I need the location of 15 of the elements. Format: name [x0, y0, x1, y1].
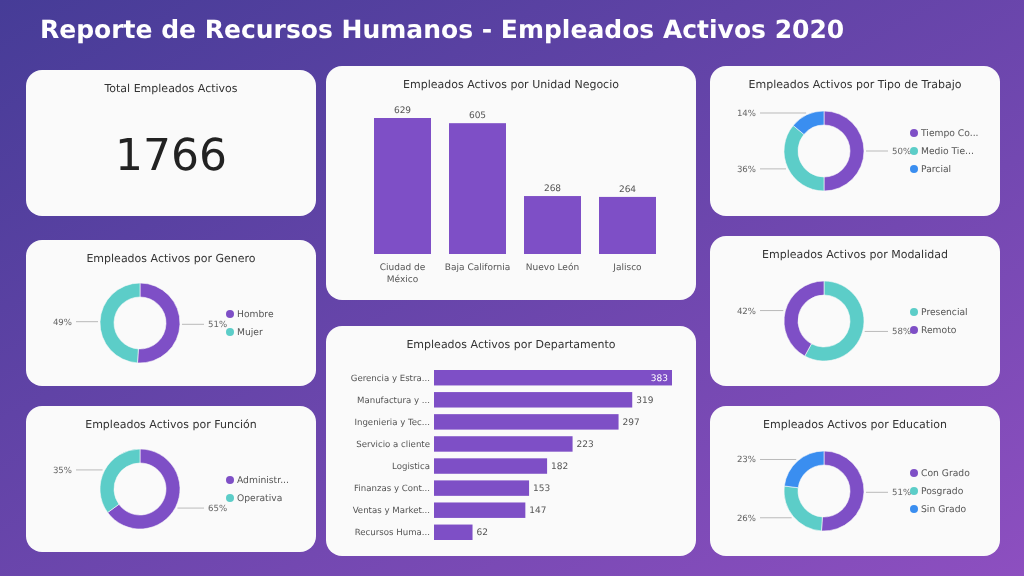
text: Reporte de Recursos Humanos - Empleados Activos 2020: [40, 14, 845, 44]
donut-slice: [107, 448, 181, 530]
bar: [524, 196, 581, 254]
bar: [434, 392, 633, 408]
bar: [434, 458, 548, 474]
bar: [434, 414, 619, 430]
bar: [434, 502, 526, 518]
bar: [374, 118, 431, 254]
bar: [434, 524, 473, 540]
bar: [434, 480, 530, 496]
bar: [434, 436, 573, 452]
bar: [599, 196, 656, 254]
bar: [434, 370, 672, 386]
bar: [449, 123, 506, 254]
data-label: 1766: [115, 132, 227, 182]
